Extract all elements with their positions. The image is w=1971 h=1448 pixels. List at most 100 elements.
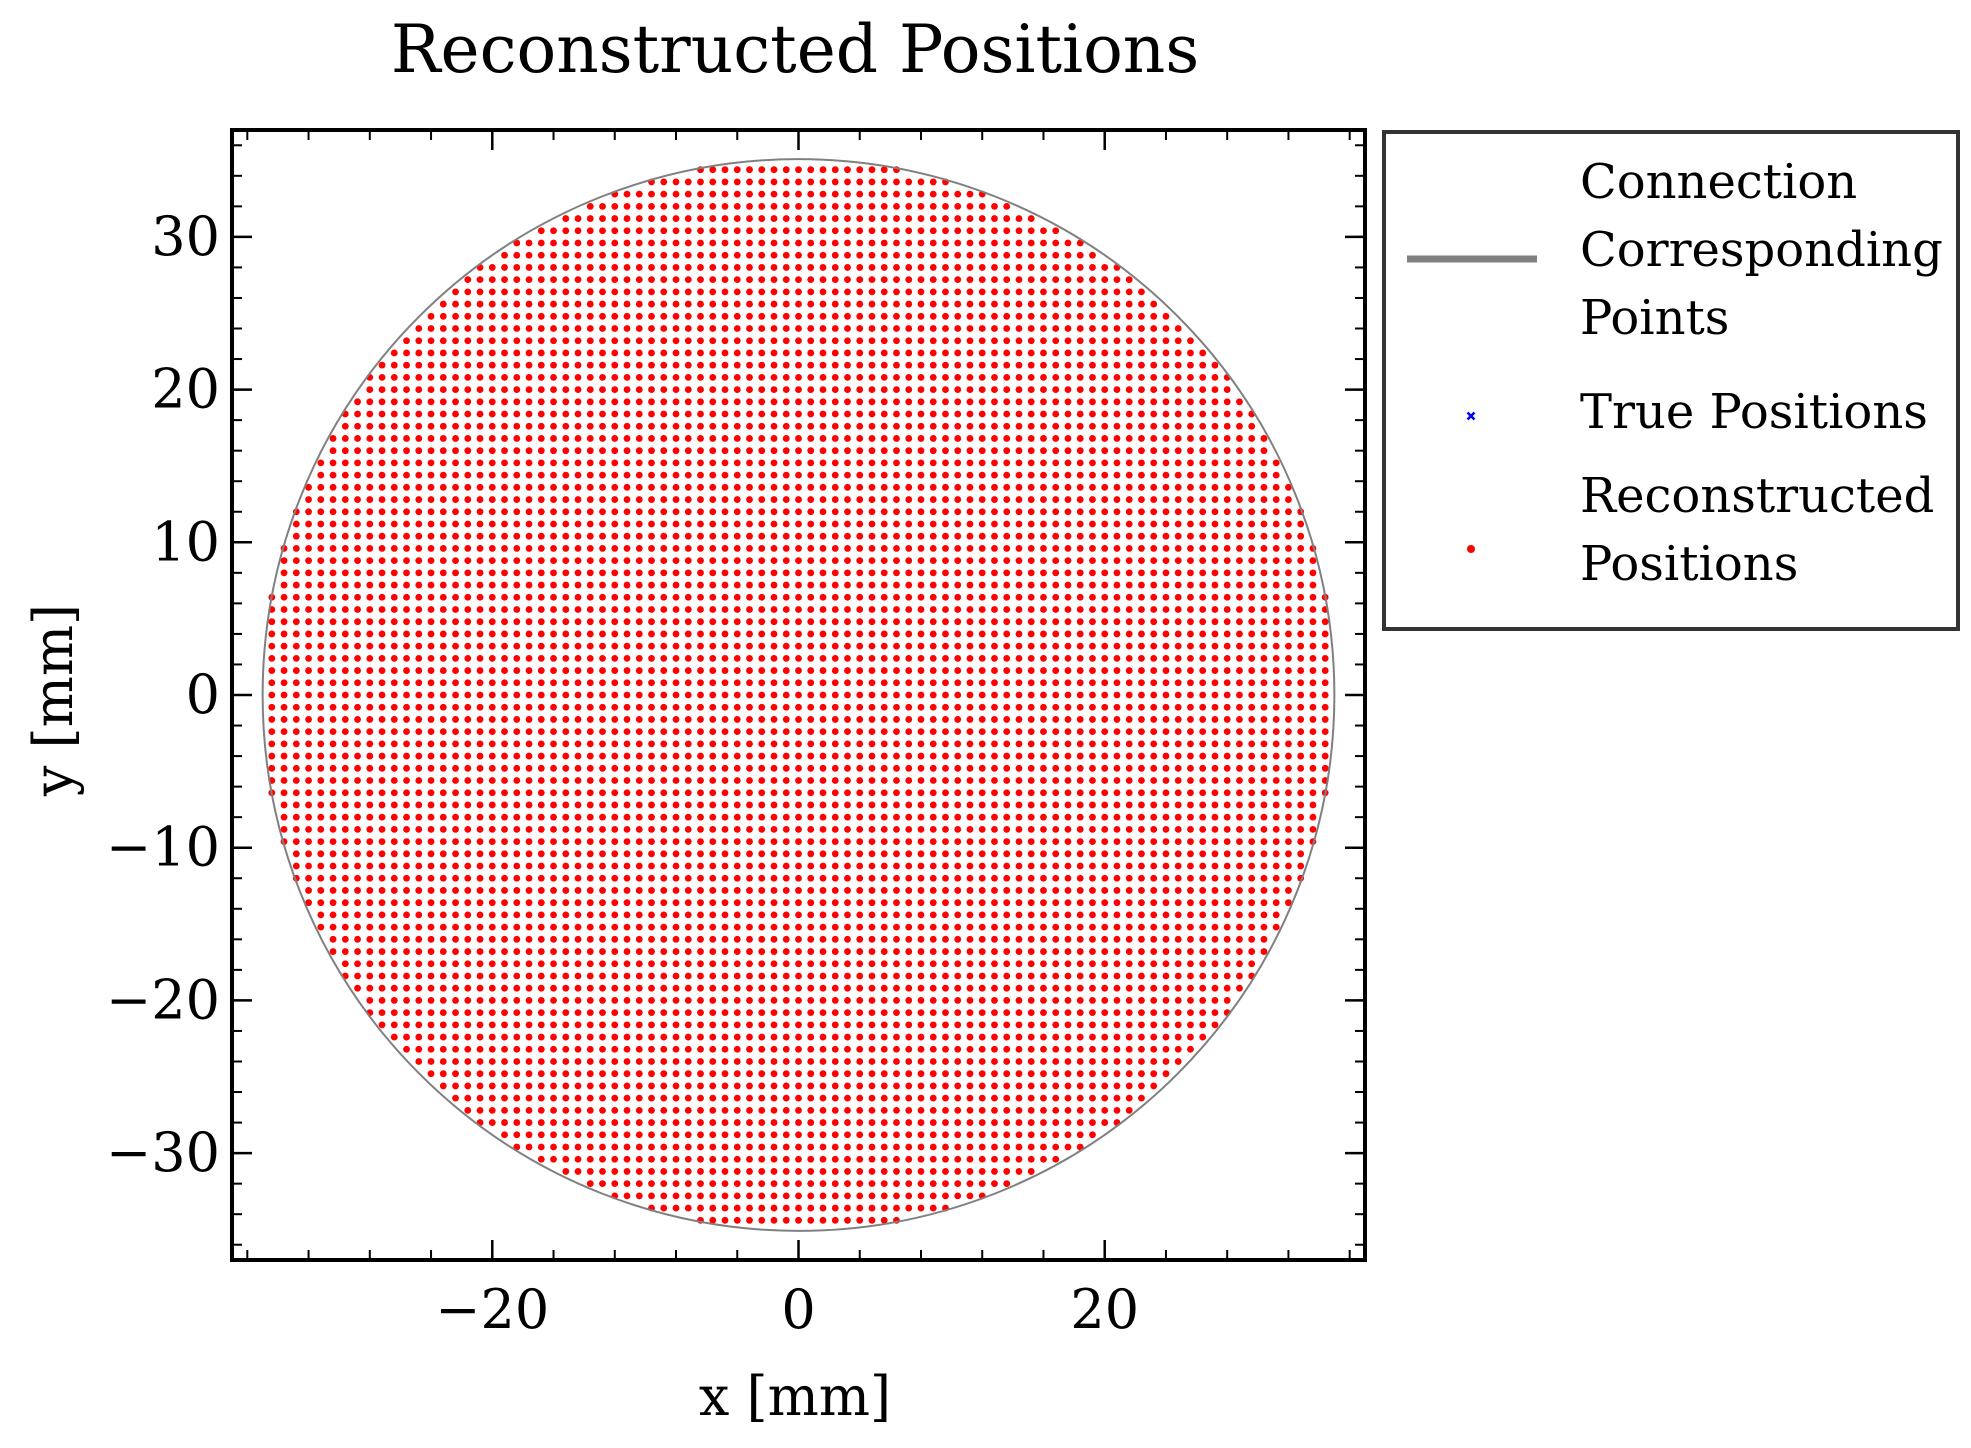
reconstructed-point: [525, 923, 533, 931]
reconstructed-point: [733, 716, 741, 723]
reconstructed-point: [966, 716, 974, 723]
reconstructed-point: [415, 716, 423, 723]
reconstructed-point: [464, 532, 472, 540]
reconstructed-point: [574, 227, 582, 235]
reconstructed-point: [1015, 801, 1023, 809]
reconstructed-point: [1015, 435, 1023, 442]
reconstructed-point: [966, 911, 974, 919]
reconstructed-point: [341, 960, 349, 968]
reconstructed-point: [476, 972, 484, 980]
reconstructed-point: [684, 435, 692, 442]
reconstructed-point: [1015, 984, 1023, 992]
reconstructed-point: [856, 337, 864, 345]
reconstructed-point: [795, 300, 802, 308]
reconstructed-point: [562, 948, 570, 955]
reconstructed-point: [856, 728, 864, 736]
reconstructed-point: [807, 850, 815, 858]
reconstructed-point: [966, 948, 974, 955]
reconstructed-point: [1052, 838, 1060, 845]
reconstructed-point: [476, 740, 484, 748]
reconstructed-point: [929, 1192, 937, 1200]
reconstructed-point: [991, 410, 998, 418]
reconstructed-point: [868, 190, 876, 198]
reconstructed-point: [893, 887, 900, 894]
reconstructed-point: [415, 1021, 423, 1029]
reconstructed-point: [844, 202, 851, 210]
reconstructed-point: [1003, 911, 1011, 919]
reconstructed-point: [1076, 667, 1084, 674]
reconstructed-point: [905, 593, 913, 601]
reconstructed-point: [844, 1009, 851, 1017]
reconstructed-point: [439, 569, 447, 577]
reconstructed-point: [537, 1021, 545, 1029]
reconstructed-point: [1089, 667, 1096, 674]
reconstructed-point: [329, 569, 337, 577]
reconstructed-point: [378, 630, 386, 638]
reconstructed-point: [807, 899, 815, 907]
reconstructed-point: [709, 691, 717, 699]
reconstructed-point: [452, 801, 459, 809]
reconstructed-point: [513, 667, 521, 674]
reconstructed-point: [611, 911, 619, 919]
reconstructed-point: [709, 667, 717, 674]
reconstructed-point: [893, 447, 900, 455]
reconstructed-point: [770, 838, 778, 845]
reconstructed-point: [709, 288, 717, 296]
reconstructed-point: [905, 264, 913, 271]
reconstructed-point: [280, 667, 288, 674]
reconstructed-point: [648, 740, 655, 748]
reconstructed-point: [623, 801, 631, 809]
reconstructed-point: [439, 728, 447, 736]
reconstructed-point: [635, 1021, 643, 1029]
reconstructed-point: [525, 593, 533, 601]
reconstructed-point: [586, 459, 594, 467]
reconstructed-point: [1040, 435, 1047, 442]
reconstructed-point: [378, 410, 386, 418]
reconstructed-point: [954, 532, 962, 540]
reconstructed-point: [562, 520, 570, 528]
reconstructed-point: [697, 532, 704, 540]
reconstructed-point: [390, 373, 398, 381]
reconstructed-point: [868, 825, 876, 833]
reconstructed-point: [513, 251, 521, 259]
reconstructed-point: [819, 874, 827, 882]
reconstructed-point: [501, 422, 508, 430]
reconstructed-point: [746, 740, 753, 748]
reconstructed-point: [1076, 716, 1084, 723]
reconstructed-point: [1003, 1094, 1011, 1102]
reconstructed-point: [721, 703, 729, 711]
reconstructed-point: [1064, 777, 1072, 784]
reconstructed-point: [868, 874, 876, 882]
reconstructed-point: [807, 1070, 815, 1078]
reconstructed-point: [513, 789, 521, 797]
reconstructed-point: [929, 288, 937, 296]
reconstructed-point: [844, 691, 851, 699]
reconstructed-point: [893, 386, 900, 393]
reconstructed-point: [550, 1058, 557, 1065]
reconstructed-point: [537, 642, 545, 650]
reconstructed-point: [819, 1106, 827, 1114]
reconstructed-point: [660, 1106, 668, 1114]
reconstructed-point: [354, 789, 361, 797]
reconstructed-point: [586, 1009, 594, 1017]
reconstructed-point: [672, 190, 680, 198]
reconstructed-point: [770, 190, 778, 198]
reconstructed-point: [733, 972, 741, 980]
reconstructed-point: [758, 483, 766, 491]
reconstructed-point: [464, 801, 472, 809]
reconstructed-point: [562, 1070, 570, 1078]
reconstructed-point: [586, 1119, 594, 1126]
reconstructed-point: [562, 923, 570, 931]
reconstructed-point: [758, 166, 766, 174]
reconstructed-point: [1052, 1045, 1060, 1053]
reconstructed-point: [439, 948, 447, 955]
reconstructed-point: [966, 923, 974, 931]
reconstructed-point: [427, 862, 435, 870]
reconstructed-point: [464, 483, 472, 491]
reconstructed-point: [660, 251, 668, 259]
reconstructed-point: [697, 960, 704, 968]
reconstructed-point: [782, 459, 790, 467]
reconstructed-point: [415, 984, 423, 992]
reconstructed-point: [795, 960, 802, 968]
reconstructed-point: [697, 1033, 704, 1041]
